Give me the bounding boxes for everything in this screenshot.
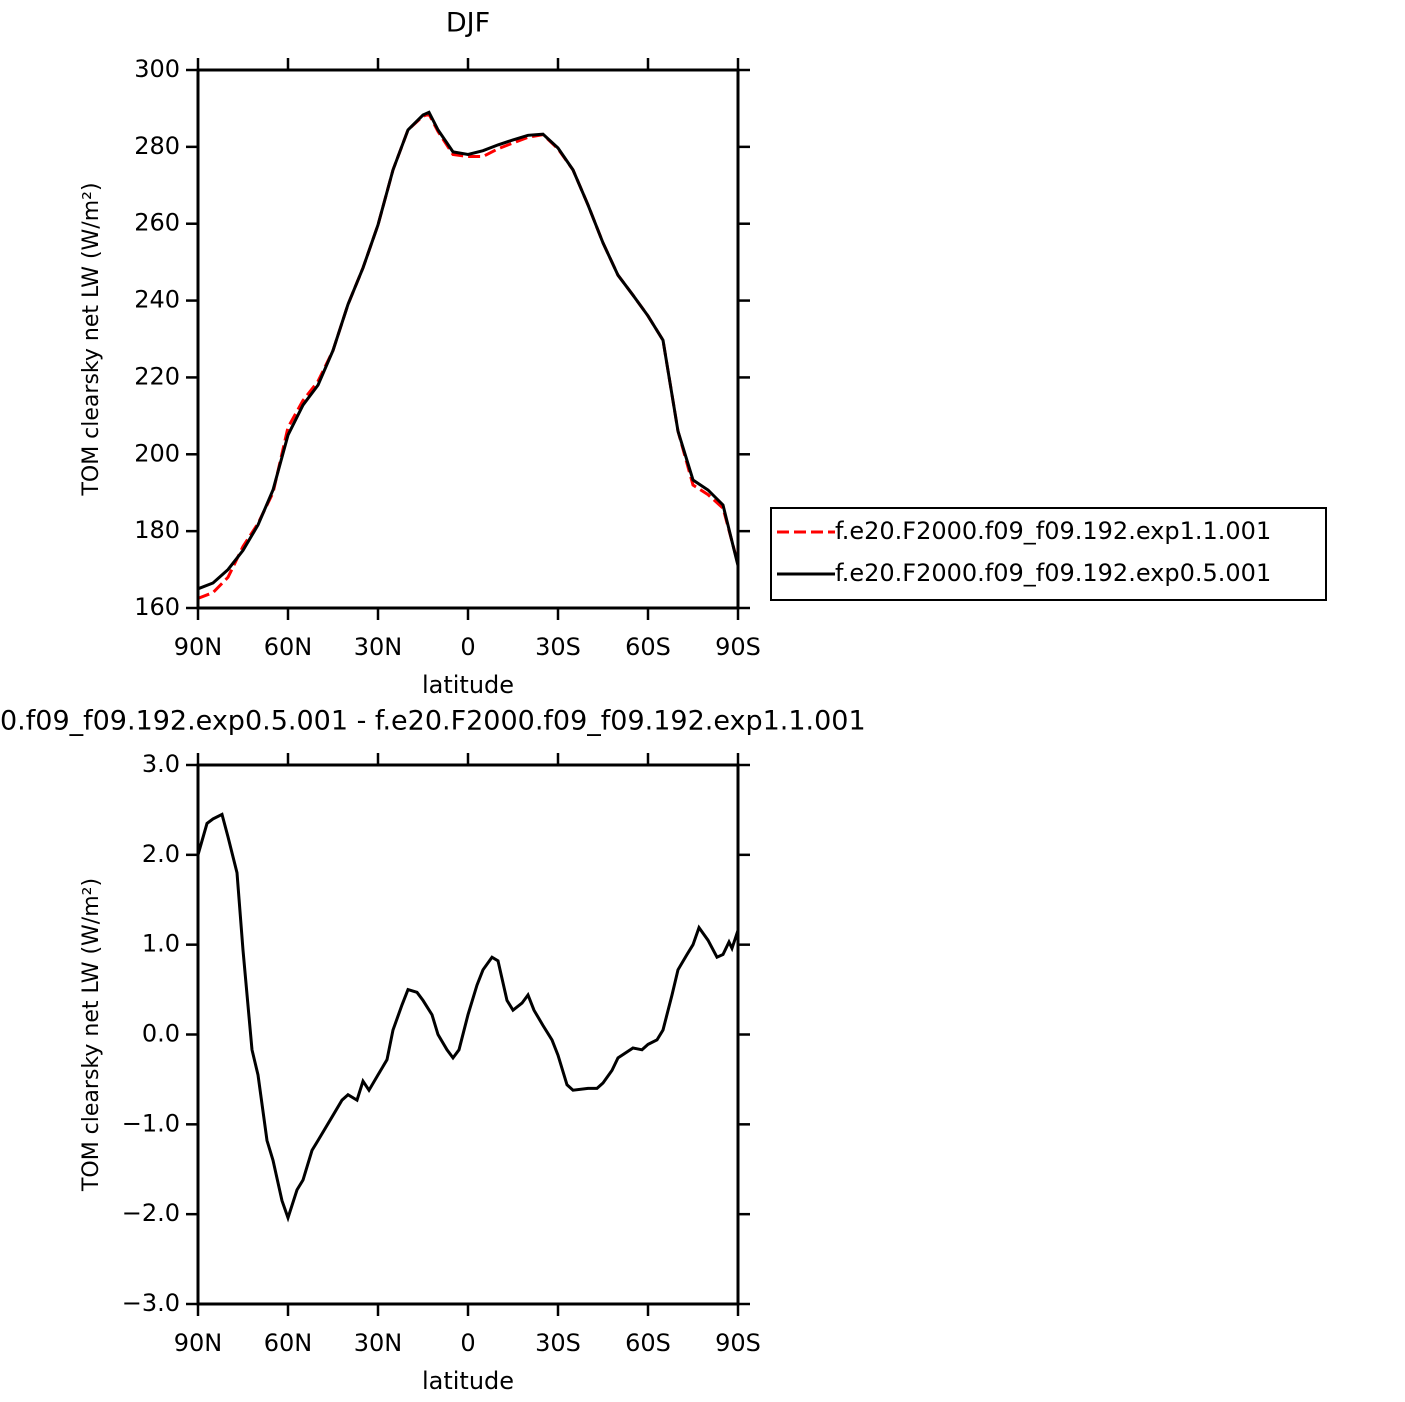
x-tick-label: 60S xyxy=(625,633,671,661)
x-tick-label: 30N xyxy=(354,633,403,661)
x-tick-label: 90S xyxy=(715,1329,761,1357)
y-tick-label: 2.0 xyxy=(142,840,180,868)
series-line xyxy=(197,110,740,591)
y-tick-label: 180 xyxy=(134,516,180,544)
y-tick-label: 200 xyxy=(134,439,180,467)
plot-frame xyxy=(196,68,740,610)
y-tick-label: 160 xyxy=(134,593,180,621)
y-tick-label: 0.0 xyxy=(142,1020,180,1048)
x-axis-label: latitude xyxy=(422,1367,514,1395)
x-tick-label: 30S xyxy=(535,633,581,661)
x-tick-label: 30S xyxy=(535,1329,581,1357)
x-tick-label: 90N xyxy=(174,633,223,661)
y-tick-label: 300 xyxy=(134,55,180,83)
y-tick-label: 280 xyxy=(134,132,180,160)
legend-box xyxy=(770,507,1327,601)
x-axis-label: latitude xyxy=(422,671,514,699)
y-tick-label: −2.0 xyxy=(122,1199,180,1227)
y-tick-label: −1.0 xyxy=(122,1109,180,1137)
x-tick-label: 0 xyxy=(460,1329,475,1357)
legend-label: f.e20.F2000.f09_f09.192.exp1.1.001 xyxy=(835,517,1271,545)
y-tick-label: 220 xyxy=(134,362,180,390)
y-tick-label: 260 xyxy=(134,209,180,237)
y-axis-label: TOM clearsky net LW (W/m²) xyxy=(79,878,104,1192)
x-tick-label: 30N xyxy=(354,1329,403,1357)
legend-label: f.e20.F2000.f09_f09.192.exp0.5.001 xyxy=(835,559,1271,587)
series-line xyxy=(196,812,740,1223)
y-tick-label: 1.0 xyxy=(142,930,180,958)
plot-frame xyxy=(196,763,740,1306)
series-line xyxy=(197,112,740,600)
y-axis-label: TOM clearsky net LW (W/m²) xyxy=(79,182,104,496)
x-tick-label: 60S xyxy=(625,1329,671,1357)
chart-title: 0.f09_f09.192.exp0.5.001 - f.e20.F2000.f… xyxy=(0,706,866,737)
x-tick-label: 0 xyxy=(460,633,475,661)
y-tick-label: −3.0 xyxy=(122,1289,180,1317)
y-tick-label: 3.0 xyxy=(142,750,180,778)
x-tick-label: 60N xyxy=(264,633,313,661)
x-tick-label: 60N xyxy=(264,1329,313,1357)
x-tick-label: 90N xyxy=(174,1329,223,1357)
chart-title: DJF xyxy=(446,8,490,39)
x-tick-label: 90S xyxy=(715,633,761,661)
y-tick-label: 240 xyxy=(134,286,180,314)
